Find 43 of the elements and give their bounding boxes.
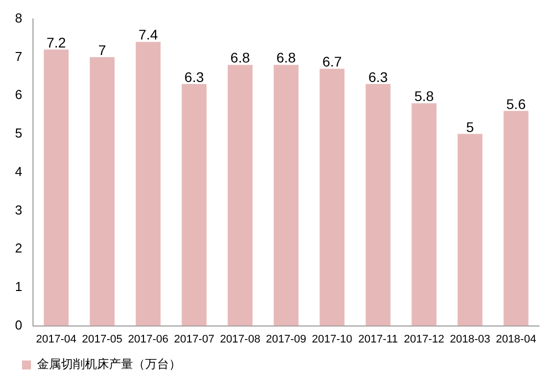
y-tick-label: 4 <box>14 164 22 179</box>
x-tick-label: 2017-05 <box>82 333 122 346</box>
y-tick-label: 5 <box>14 126 22 141</box>
x-tick-label: 2018-03 <box>450 333 490 346</box>
bar <box>412 103 436 326</box>
x-tick-label: 2017-10 <box>312 333 352 346</box>
bar <box>182 84 207 326</box>
data-label: 5 <box>466 118 474 135</box>
bar <box>458 134 482 326</box>
bar <box>44 50 69 326</box>
x-tick-label: 2017-07 <box>174 333 214 346</box>
bar <box>320 68 345 326</box>
y-tick-label: 1 <box>14 279 22 294</box>
y-tick-label: 2 <box>14 240 22 256</box>
bar <box>90 57 115 326</box>
data-label: 7.2 <box>46 34 66 50</box>
data-label: 5.8 <box>414 88 434 104</box>
x-tick-label: 2017-12 <box>404 333 444 346</box>
y-tick-label: 7 <box>14 48 22 64</box>
y-tick-label: 6 <box>14 87 22 102</box>
bar <box>228 64 253 326</box>
bar <box>366 84 390 326</box>
x-tick-label: 2017-09 <box>266 333 306 346</box>
x-tick-label: 2017-04 <box>36 333 76 346</box>
data-label: 6.3 <box>184 68 204 85</box>
data-label: 6.3 <box>368 68 388 85</box>
data-label: 6.7 <box>322 54 342 70</box>
bar <box>136 42 161 326</box>
x-tick-label: 2017-11 <box>358 333 398 346</box>
data-label: 5.6 <box>506 96 526 112</box>
x-tick-label: 2017-06 <box>128 333 168 346</box>
x-tick-label: 2017-08 <box>220 333 260 346</box>
bar <box>274 64 299 326</box>
y-tick-label: 0 <box>14 317 22 332</box>
data-label: 6.8 <box>276 50 296 66</box>
bar <box>504 110 528 326</box>
y-tick-label: 8 <box>14 10 22 26</box>
x-tick-label: 2018-04 <box>496 333 536 346</box>
legend-label: 金属切削机床产量（万台） <box>37 357 181 372</box>
data-label: 7.4 <box>138 26 158 43</box>
data-label: 7 <box>98 42 106 58</box>
y-tick-label: 3 <box>14 202 22 218</box>
data-label: 6.8 <box>230 50 250 66</box>
